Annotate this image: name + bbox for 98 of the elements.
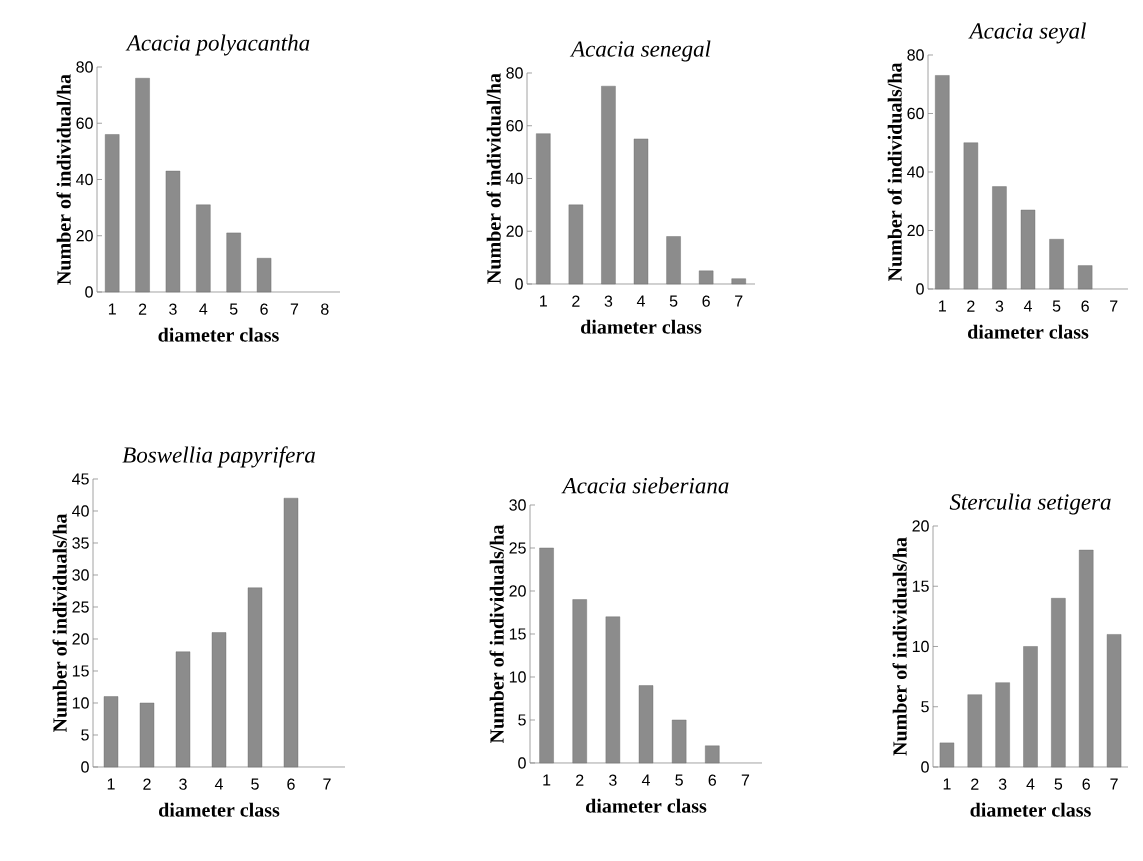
y-tick-label: 45: [72, 473, 89, 485]
x-tick-label: 7: [1110, 300, 1118, 312]
y-tick-label: 25: [72, 601, 89, 613]
x-tick-label: 4: [636, 295, 645, 307]
x-tick-label: 2: [572, 295, 580, 307]
x-tick-label: 4: [641, 774, 650, 786]
x-tick-label: 6: [1082, 778, 1090, 790]
x-tick-label: 2: [143, 778, 151, 790]
x-tick-label: 2: [967, 300, 975, 312]
chart-title: Acacia polyacantha: [125, 34, 310, 56]
x-tick-label: 6: [708, 774, 717, 786]
x-tick-label: 1: [540, 295, 547, 307]
x-tick-label: 3: [609, 774, 617, 786]
x-axis-title: diameter class: [581, 319, 702, 334]
y-tick-label: 30: [72, 569, 89, 581]
y-tick-label: 40: [72, 505, 89, 517]
y-tick-label: 25: [509, 542, 526, 554]
x-tick-label: 5: [251, 778, 259, 790]
x-tick-label: 2: [138, 303, 147, 315]
y-tick-label: 10: [72, 697, 89, 709]
x-tick-label: 5: [1054, 778, 1063, 790]
x-axis-title: diameter class: [159, 802, 280, 817]
y-tick-label: 60: [506, 120, 523, 132]
x-tick-label: 7: [735, 295, 743, 307]
x-tick-label: 2: [576, 774, 584, 786]
y-tick-label: 20: [76, 230, 93, 242]
y-axis-title: Number of individuals/ha: [52, 513, 67, 733]
x-tick-label: 1: [943, 778, 951, 790]
x-tick-label: 6: [1081, 300, 1089, 312]
x-tick-label: 5: [669, 295, 678, 307]
y-axis-title: Number of individuals/ha: [489, 524, 504, 744]
y-tick-label: 15: [912, 580, 929, 592]
y-tick-label: 10: [509, 671, 526, 683]
x-tick-label: 6: [287, 778, 295, 790]
y-axis-title: Number of individual/ha: [486, 73, 501, 284]
y-tick-label: 35: [72, 537, 89, 549]
x-tick-label: 3: [604, 295, 613, 307]
y-tick-label: 80: [506, 67, 523, 79]
x-tick-label: 2: [971, 778, 979, 790]
y-tick-label: 10: [912, 640, 929, 653]
y-tick-label: 40: [506, 172, 523, 185]
chart-title: Boswellia papyrifera: [122, 446, 315, 468]
x-tick-label: 8: [321, 303, 329, 315]
x-tick-label: 4: [199, 303, 208, 315]
x-tick-label: 7: [290, 303, 299, 315]
y-tick-label: 0: [81, 761, 89, 773]
x-tick-label: 1: [543, 774, 551, 786]
y-tick-label: 5: [921, 701, 929, 713]
x-axis-title: diameter class: [158, 327, 279, 342]
x-tick-label: 1: [107, 778, 115, 790]
chart-title: Acacia senegal: [569, 40, 711, 62]
x-axis-title: diameter class: [970, 802, 1091, 817]
y-axis-title: Number of individuals/ha: [887, 62, 902, 282]
x-tick-label: 3: [995, 300, 1004, 312]
chart-title: Acacia sieberiana: [561, 477, 729, 494]
x-tick-label: 5: [675, 774, 683, 786]
y-tick-label: 0: [921, 761, 929, 773]
y-tick-label: 80: [907, 49, 924, 61]
chart-title: Sterculia setigera: [949, 493, 1111, 515]
y-tick-label: 0: [916, 283, 924, 295]
x-tick-label: 3: [169, 303, 177, 315]
chart-title: Acacia seyal: [968, 22, 1086, 44]
y-tick-label: 60: [76, 117, 93, 129]
x-tick-label: 4: [1023, 300, 1032, 312]
y-tick-label: 40: [907, 166, 924, 178]
x-tick-label: 5: [1052, 300, 1061, 312]
y-tick-label: 5: [81, 729, 89, 741]
y-tick-label: 15: [509, 628, 526, 640]
y-tick-label: 60: [907, 107, 924, 120]
y-tick-label: 15: [72, 665, 89, 677]
y-tick-label: 40: [76, 173, 93, 186]
y-tick-label: 0: [515, 278, 523, 290]
y-tick-label: 30: [509, 499, 526, 511]
y-tick-label: 80: [76, 61, 93, 73]
y-axis-title: Number of individuals/ha: [892, 537, 907, 756]
x-tick-label: 7: [741, 774, 750, 786]
x-tick-label: 7: [1110, 778, 1118, 790]
x-tick-label: 6: [260, 303, 268, 315]
y-tick-label: 20: [506, 225, 523, 237]
x-tick-label: 3: [998, 778, 1007, 790]
y-tick-label: 0: [85, 286, 93, 298]
x-axis-title: diameter class: [586, 798, 707, 813]
x-axis-title: diameter class: [968, 324, 1089, 339]
x-tick-label: 3: [179, 778, 187, 790]
x-tick-label: 6: [702, 295, 710, 307]
y-axis-title: Number of individual/ha: [56, 74, 71, 285]
y-tick-label: 0: [518, 757, 526, 769]
y-tick-label: 5: [518, 714, 526, 726]
x-tick-label: 1: [939, 300, 946, 312]
x-tick-label: 5: [229, 303, 238, 315]
y-tick-label: 20: [907, 224, 924, 237]
x-tick-label: 1: [108, 303, 116, 315]
y-tick-label: 20: [912, 520, 929, 532]
x-tick-label: 4: [1026, 778, 1035, 790]
x-tick-label: 7: [323, 778, 331, 790]
y-tick-label: 20: [72, 633, 89, 645]
y-tick-label: 20: [509, 585, 526, 597]
x-tick-label: 4: [214, 778, 223, 790]
